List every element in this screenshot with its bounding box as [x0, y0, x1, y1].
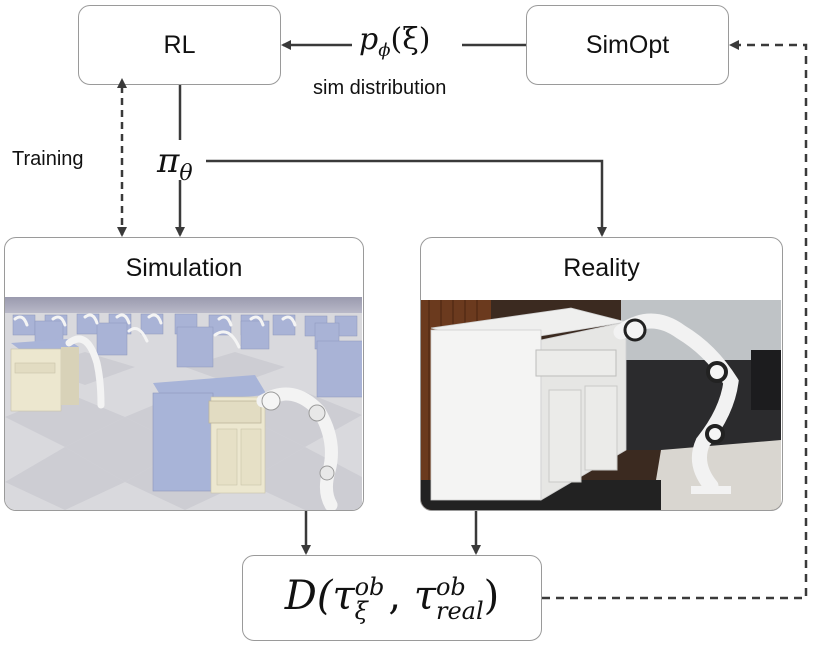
- tau-real-superscript: ob: [435, 573, 466, 601]
- reality-title: Reality: [563, 253, 640, 282]
- tau-real-subscript: real: [435, 597, 484, 625]
- simulation-title: Simulation: [125, 253, 243, 282]
- xi-argument: (ξ): [390, 22, 431, 57]
- simopt-box: SimOpt: [526, 5, 729, 85]
- d-function: D(: [284, 573, 333, 619]
- sim-distribution-label: sim distribution: [313, 77, 447, 99]
- d-to-simopt-dashed-arrow: [542, 40, 808, 600]
- tau-sim: τ: [332, 573, 355, 619]
- training-label: Training: [12, 148, 84, 170]
- pi-theta-label: πθ: [157, 141, 193, 186]
- simulation-panel: Simulation: [4, 237, 364, 511]
- reality-photo-svg: [421, 300, 781, 510]
- reality-panel: Reality: [420, 237, 783, 511]
- simopt-label: SimOpt: [585, 30, 670, 59]
- discrepancy-box: D(τ ob ξ, τ ob real): [242, 555, 542, 641]
- discrepancy-formula: D(τ ob ξ, τ ob real): [285, 573, 500, 623]
- close-paren: ): [483, 573, 500, 619]
- theta-subscript: θ: [179, 160, 193, 186]
- tau-real: τ: [413, 573, 436, 619]
- p-phi-label: pϕ(ξ): [359, 22, 430, 61]
- p-symbol: p: [359, 22, 379, 57]
- pi-symbol: π: [157, 141, 180, 181]
- comma: ,: [388, 573, 402, 619]
- simulation-scene-svg: [5, 297, 362, 510]
- tau-sim-subscript: ξ: [354, 597, 368, 625]
- simulation-scene-image: [5, 297, 362, 510]
- pi-to-reality-arrow: [206, 159, 607, 237]
- phi-subscript: ϕ: [378, 40, 391, 61]
- rl-label: RL: [163, 30, 196, 59]
- reality-photo-image: [421, 300, 781, 510]
- rl-box: RL: [78, 5, 281, 85]
- tau-sim-superscript: ob: [354, 573, 385, 601]
